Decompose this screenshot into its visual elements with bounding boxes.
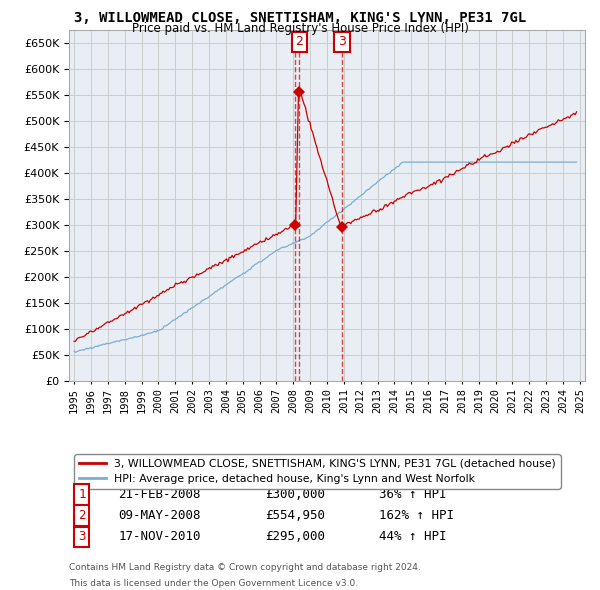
Text: This data is licensed under the Open Government Licence v3.0.: This data is licensed under the Open Gov…: [69, 579, 358, 588]
Text: 2: 2: [78, 509, 86, 522]
Text: 21-FEB-2008: 21-FEB-2008: [118, 488, 200, 501]
Text: Contains HM Land Registry data © Crown copyright and database right 2024.: Contains HM Land Registry data © Crown c…: [69, 563, 421, 572]
Text: £300,000: £300,000: [265, 488, 325, 501]
Text: 3: 3: [78, 530, 86, 543]
Text: Price paid vs. HM Land Registry's House Price Index (HPI): Price paid vs. HM Land Registry's House …: [131, 22, 469, 35]
Text: £295,000: £295,000: [265, 530, 325, 543]
Text: 3: 3: [338, 35, 346, 48]
Text: 162% ↑ HPI: 162% ↑ HPI: [379, 509, 454, 522]
Text: 44% ↑ HPI: 44% ↑ HPI: [379, 530, 446, 543]
Text: 2: 2: [295, 35, 303, 48]
Text: 1: 1: [78, 488, 86, 501]
Text: £554,950: £554,950: [265, 509, 325, 522]
Text: 3, WILLOWMEAD CLOSE, SNETTISHAM, KING'S LYNN, PE31 7GL: 3, WILLOWMEAD CLOSE, SNETTISHAM, KING'S …: [74, 11, 526, 25]
Text: 17-NOV-2010: 17-NOV-2010: [118, 530, 200, 543]
Legend: 3, WILLOWMEAD CLOSE, SNETTISHAM, KING'S LYNN, PE31 7GL (detached house), HPI: Av: 3, WILLOWMEAD CLOSE, SNETTISHAM, KING'S …: [74, 454, 560, 489]
Text: 36% ↑ HPI: 36% ↑ HPI: [379, 488, 446, 501]
Text: 09-MAY-2008: 09-MAY-2008: [118, 509, 200, 522]
